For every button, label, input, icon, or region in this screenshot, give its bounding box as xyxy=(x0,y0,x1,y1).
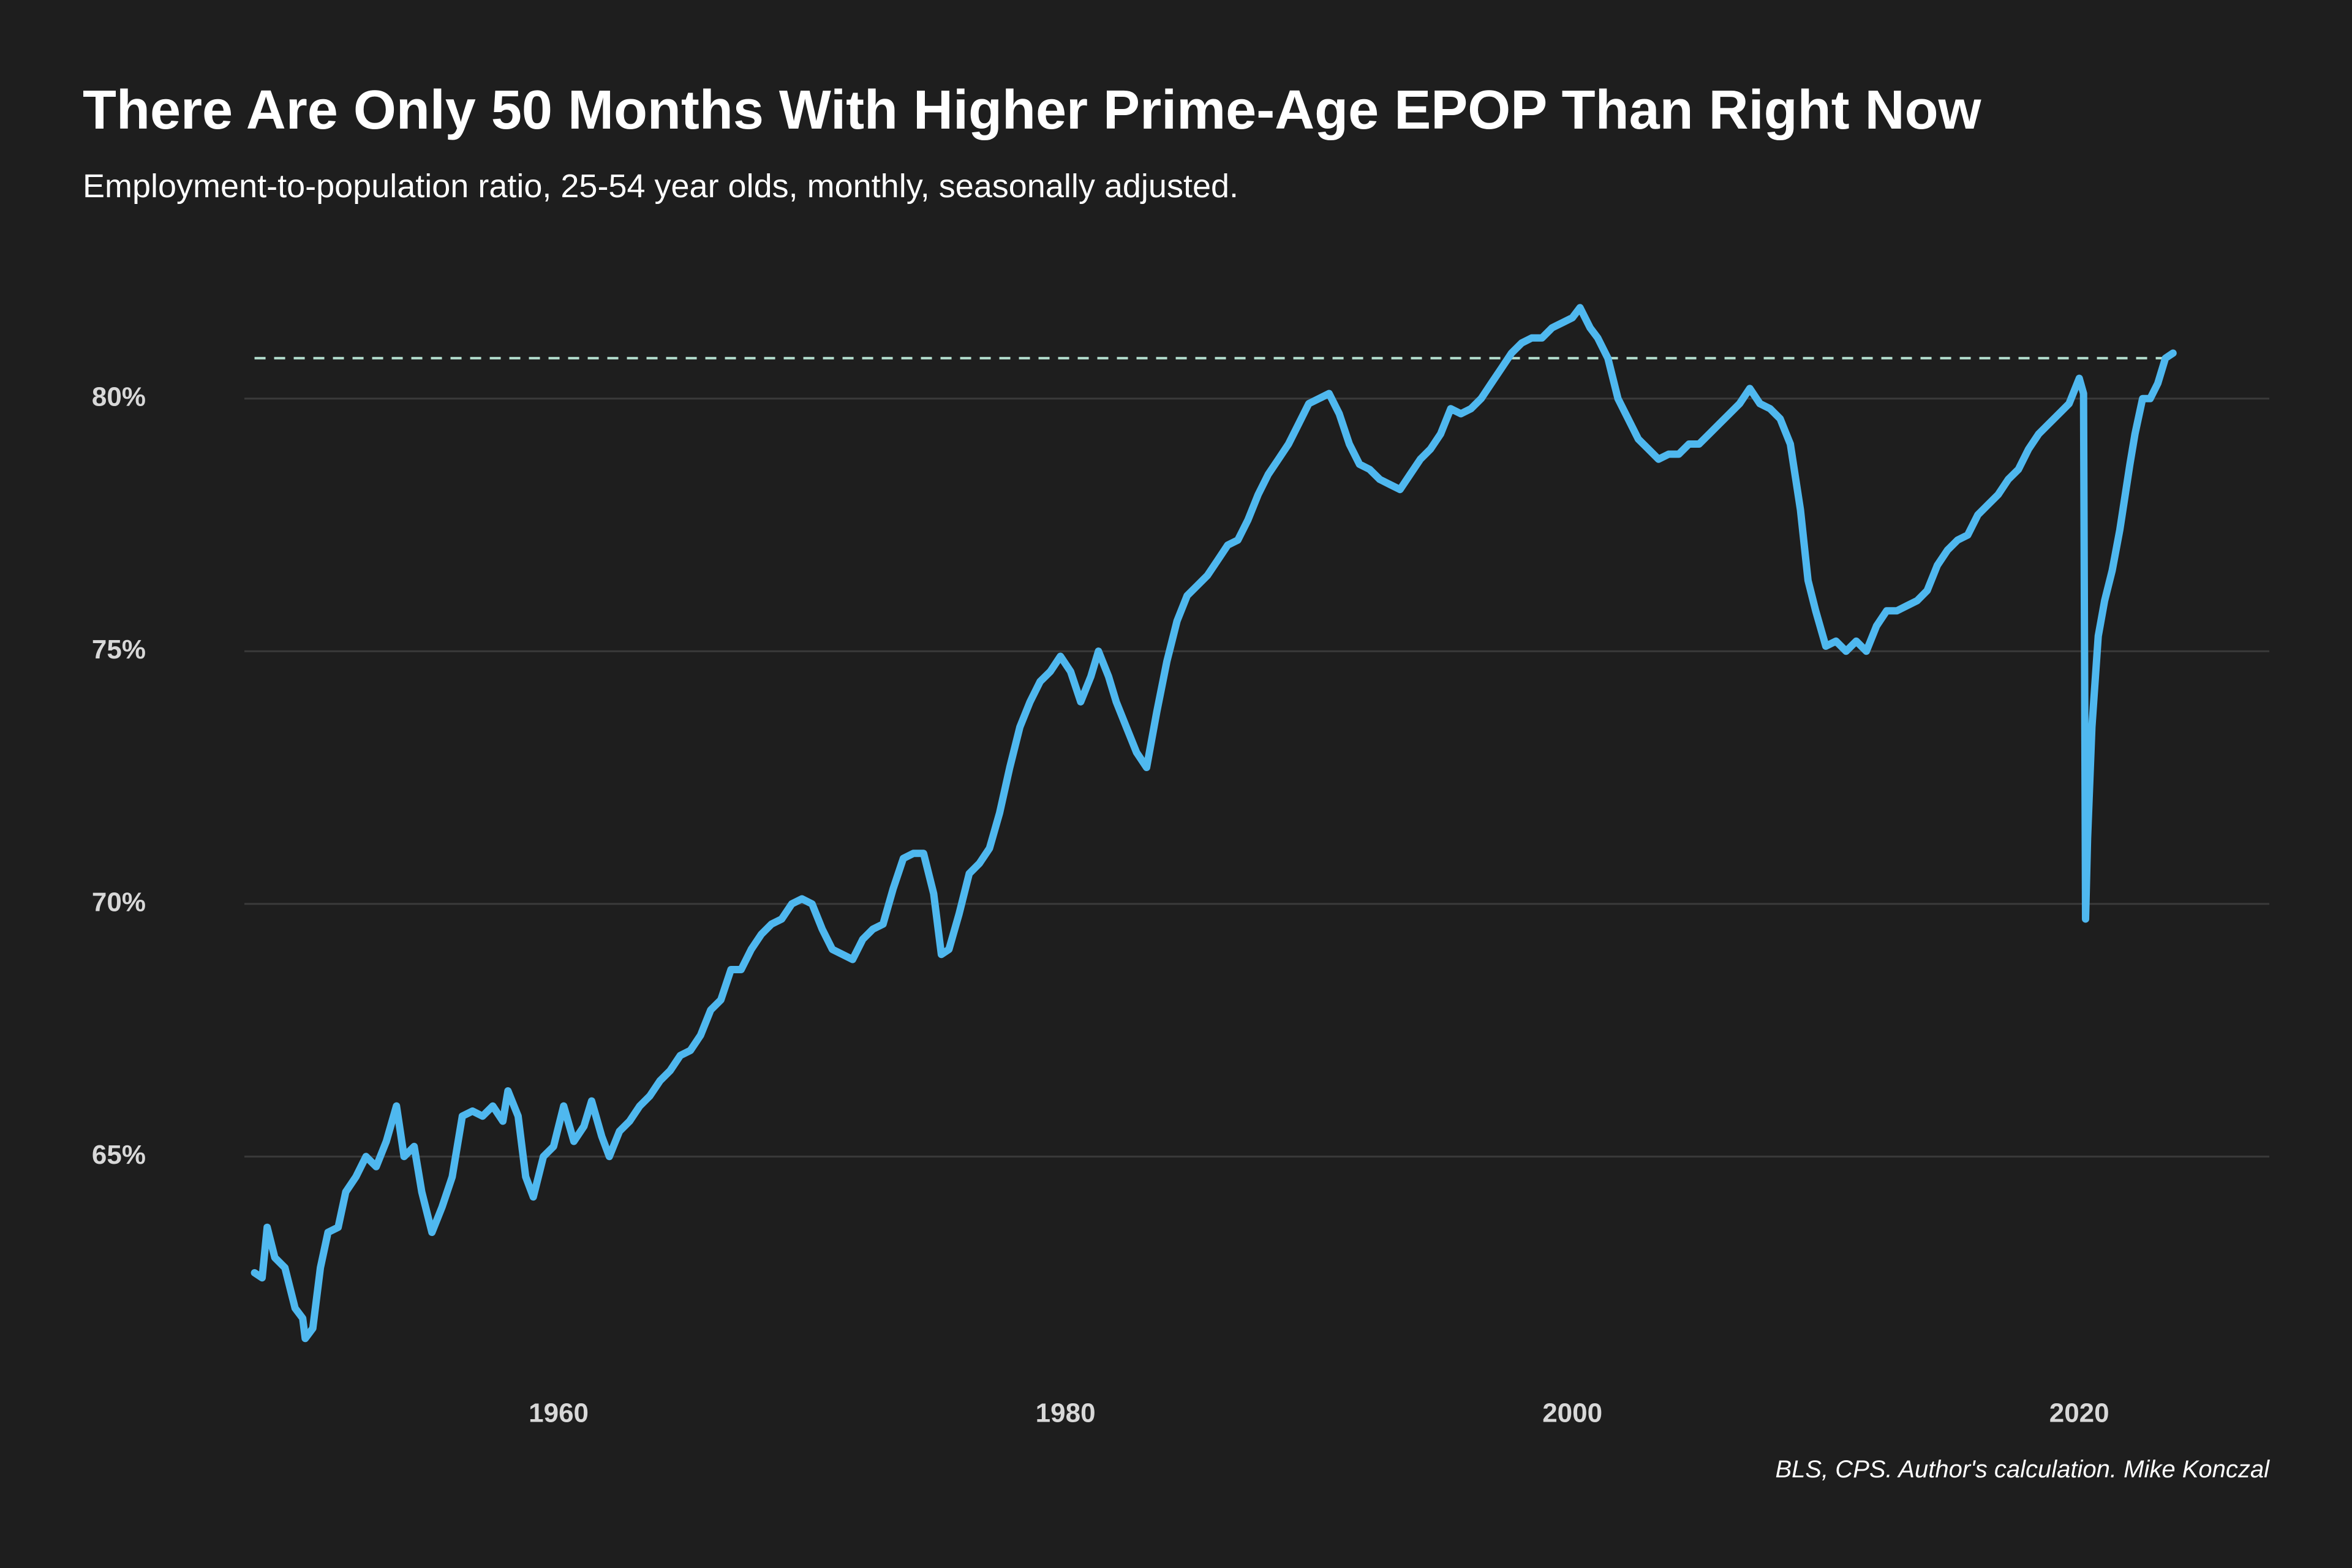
x-tick-label: 2020 xyxy=(2049,1398,2109,1428)
y-tick-label: 75% xyxy=(92,635,146,665)
chart-title: There Are Only 50 Months With Higher Pri… xyxy=(83,80,1982,141)
x-tick-label: 1980 xyxy=(1036,1398,1096,1428)
y-tick-label: 80% xyxy=(92,382,146,412)
y-tick-label: 65% xyxy=(92,1140,146,1170)
x-tick-label: 1960 xyxy=(529,1398,589,1428)
chart-subtitle: Employment-to-population ratio, 25-54 ye… xyxy=(83,168,1238,205)
source-note: BLS, CPS. Author's calculation. Mike Kon… xyxy=(1775,1456,2270,1483)
data-line xyxy=(251,304,2177,1343)
y-tick-label: 70% xyxy=(92,887,146,917)
x-tick-label: 2000 xyxy=(1542,1398,1602,1428)
